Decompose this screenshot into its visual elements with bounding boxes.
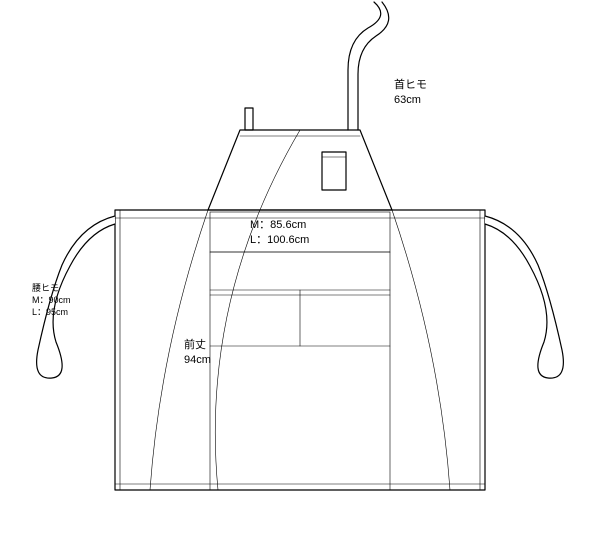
apron-diagram: { "canvas": { "width": 600, "height": 53… <box>0 0 600 537</box>
apron-svg <box>0 0 600 537</box>
waist-width-label: M：85.6cm L：100.6cm <box>250 218 309 248</box>
neck-strap-label: 首ヒモ 63cm <box>394 78 427 108</box>
front-length-label: 前丈 94cm <box>184 338 211 368</box>
waist-strap-label: 腰ヒモ M：90cm L：95cm <box>32 282 71 318</box>
